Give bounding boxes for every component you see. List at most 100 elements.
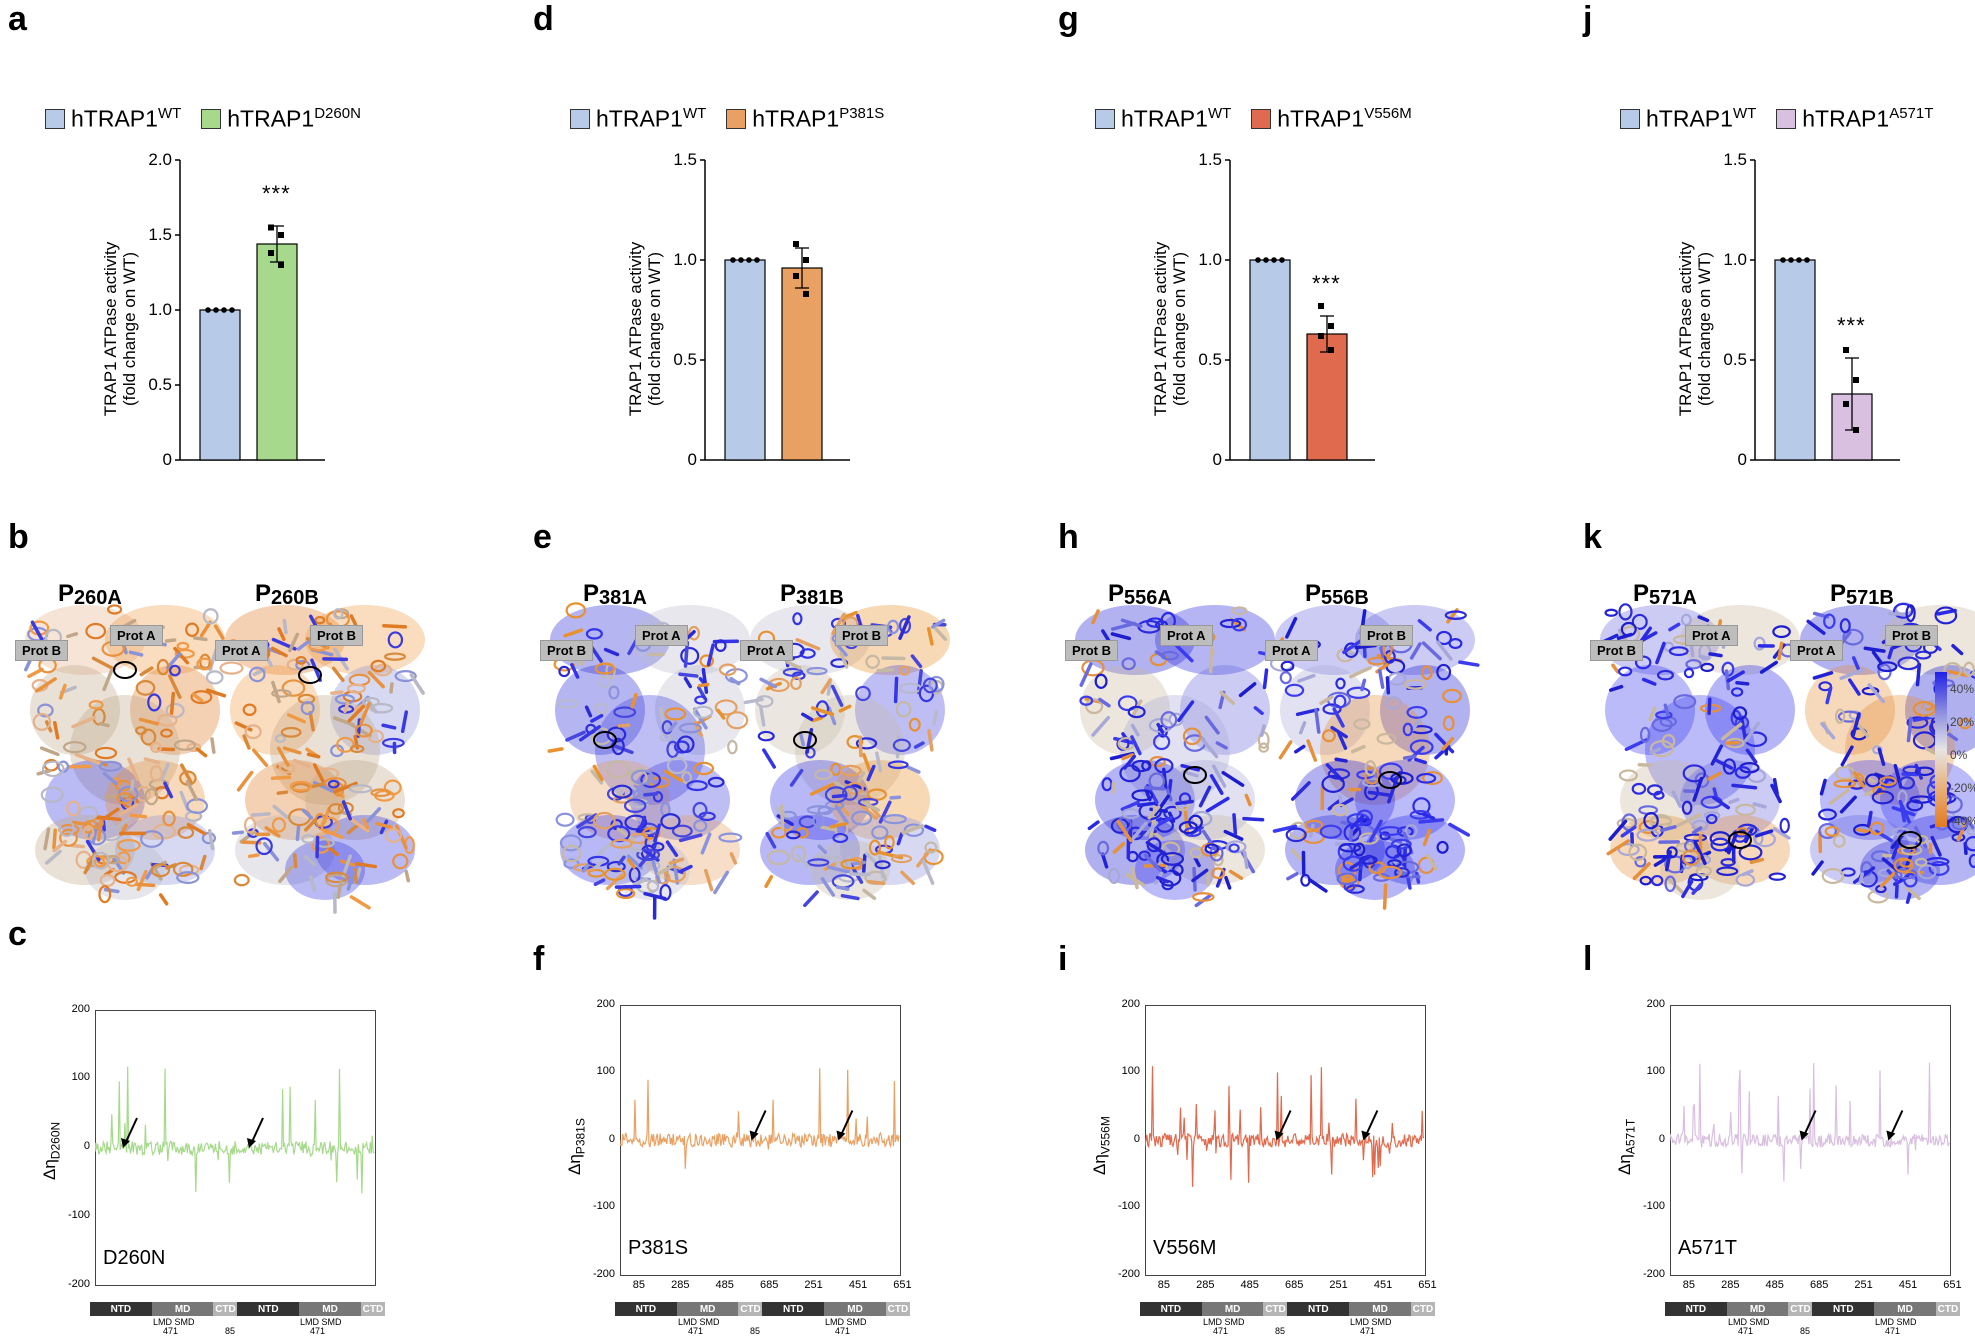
helix [207, 671, 222, 683]
strand [72, 845, 83, 846]
strand [1387, 678, 1388, 693]
strand [1336, 759, 1346, 761]
legend-swatch-mutant [1776, 109, 1796, 129]
data-point [221, 307, 227, 313]
bar-chart-j [1750, 150, 1920, 470]
prot-label-b-left: Prot B [15, 640, 68, 661]
strand [253, 814, 269, 815]
domain-ntd: NTD [762, 1302, 824, 1316]
domain-ntd: NTD [90, 1302, 152, 1316]
strand [1869, 812, 1871, 824]
strand [1362, 680, 1364, 689]
data-point [803, 257, 809, 263]
y-tick-label: 2.0 [122, 150, 172, 170]
x-tick-label: 251 [1823, 1279, 1873, 1291]
structure-domain [1135, 840, 1215, 900]
legend: hTRAP1WT hTRAP1P381S [570, 105, 884, 133]
data-point [1255, 257, 1261, 263]
strand [351, 897, 369, 908]
y-tick-label: 200 [565, 998, 615, 1010]
prot-label-a-left: Prot A [635, 625, 688, 646]
domain-md: MD [677, 1302, 739, 1316]
strand [212, 739, 214, 752]
helix [728, 741, 736, 753]
strand [137, 884, 154, 885]
colorbar-label: -40% [1950, 814, 1975, 828]
y-tick-label: 1.0 [647, 250, 697, 270]
data-point [1788, 257, 1794, 263]
x-tick-label: 451 [817, 1279, 867, 1291]
delta-eta-label: ΔηA571T [1615, 1119, 1637, 1175]
prot-label-b-left: Prot B [540, 640, 593, 661]
strand [1405, 848, 1406, 868]
strand [1234, 815, 1235, 834]
data-point [1271, 257, 1277, 263]
data-point [754, 257, 760, 263]
x-tick-label: 251 [1298, 1279, 1348, 1291]
data-point [1279, 257, 1285, 263]
legend-swatch-wt [45, 109, 65, 129]
y-tick-label: 100 [1615, 1065, 1665, 1077]
strand [869, 882, 884, 884]
y-tick-label: 0 [1697, 450, 1747, 470]
x-tick-label: 285 [639, 1279, 689, 1291]
colorbar-label: -20% [1950, 781, 1975, 795]
bar-chart-g [1225, 150, 1395, 470]
strand [680, 674, 697, 676]
panel-letter-f: f [533, 940, 544, 979]
strand [167, 640, 175, 641]
y-tick-label: 1.5 [1697, 150, 1747, 170]
strand [1296, 746, 1304, 751]
helix [1606, 610, 1617, 616]
x-tick-label: 451 [1342, 1279, 1392, 1291]
bar-mutant [782, 268, 822, 460]
helix [221, 663, 243, 674]
colorbar-label: 40% [1950, 682, 1974, 696]
prot-label-a-right: Prot A [215, 640, 268, 661]
data-point [1843, 401, 1849, 407]
strand [1700, 656, 1709, 658]
legend-swatch-mutant [1251, 109, 1271, 129]
domain-ntd: NTD [1140, 1302, 1202, 1316]
line-plot-c [95, 1010, 377, 1287]
strand [406, 871, 408, 880]
y-tick-label: -200 [1615, 1268, 1665, 1280]
strand [99, 823, 101, 840]
prot-label-a-right: Prot A [740, 640, 793, 661]
data-point [1780, 257, 1786, 263]
domain-ctd: CTD [1788, 1302, 1812, 1316]
domain-ctd: CTD [1263, 1302, 1287, 1316]
panel-letter-a: a [8, 0, 27, 39]
strand [131, 815, 145, 816]
data-point [1328, 347, 1334, 353]
domain-md: MD [1727, 1302, 1789, 1316]
y-tick-label: 100 [565, 1065, 615, 1077]
strand [883, 658, 904, 659]
data-point [229, 307, 235, 313]
legend-label-wt: hTRAP1WT [596, 105, 706, 133]
panel-letter-h: h [1058, 518, 1079, 557]
legend-swatch-wt [570, 109, 590, 129]
strand [384, 626, 405, 627]
x-tick-label: 651 [1387, 1279, 1437, 1291]
strand [29, 669, 42, 676]
x-tick-label: 651 [862, 1279, 912, 1291]
strand [619, 725, 628, 726]
strand [891, 797, 899, 798]
strand [1405, 756, 1415, 758]
legend-swatch-wt [1095, 109, 1115, 129]
helix [557, 814, 574, 826]
strand [355, 870, 356, 882]
x-tick-label: 485 [684, 1279, 734, 1291]
helix [1781, 819, 1789, 832]
data-point [1796, 257, 1802, 263]
structure-title-left: P260A [58, 580, 122, 610]
helix [235, 875, 249, 885]
domain-md: MD [152, 1302, 214, 1316]
data-point [746, 257, 752, 263]
strand [68, 634, 76, 637]
domain-ctd: CTD [1411, 1302, 1435, 1316]
legend-label-mutant: hTRAP1P381S [752, 105, 884, 133]
